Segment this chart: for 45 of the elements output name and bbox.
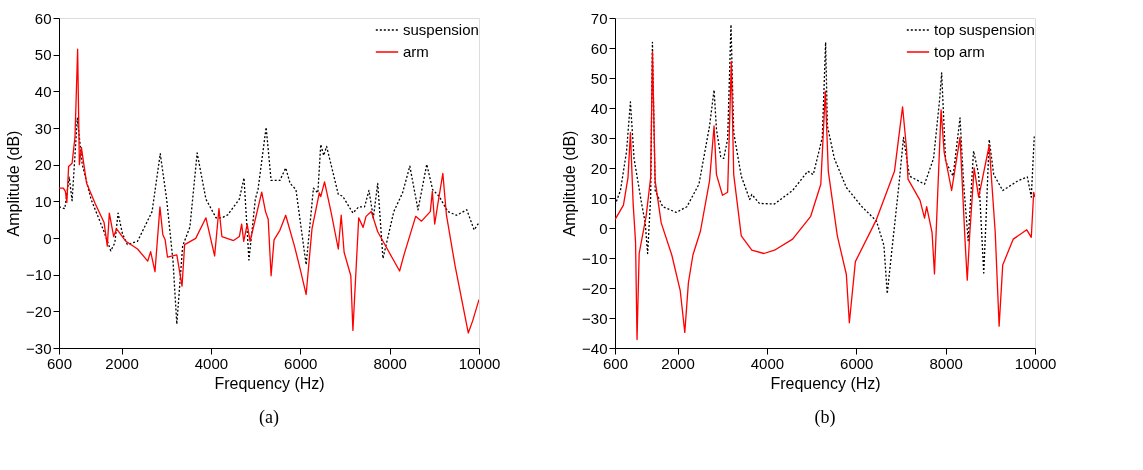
y-tick-label: 10 xyxy=(590,189,608,207)
y-tick-label: −10 xyxy=(582,249,608,267)
x-tick-label: 8000 xyxy=(929,354,963,372)
y-tick-label: 60 xyxy=(34,9,52,27)
y-tick-label: −20 xyxy=(26,302,52,320)
x-tick-label: 600 xyxy=(46,354,73,372)
y-tick-label: 30 xyxy=(34,119,52,137)
text: (a) xyxy=(259,407,279,428)
x-axis-title: Frequency (Hz) xyxy=(770,374,881,392)
x-tick-label: 6000 xyxy=(840,354,874,372)
y-tick-label: −30 xyxy=(582,309,608,327)
legend-label: top suspension xyxy=(934,21,1035,38)
x-tick-label: 6000 xyxy=(284,354,318,372)
text: (b) xyxy=(814,407,836,428)
legend-label: arm xyxy=(403,43,429,60)
y-tick-label: 50 xyxy=(590,69,608,87)
y-tick-label: 50 xyxy=(34,46,52,64)
legend-label: top arm xyxy=(934,43,985,60)
x-tick-label: 10000 xyxy=(1014,354,1057,372)
x-tick-label: 600 xyxy=(602,354,629,372)
y-tick-label: 40 xyxy=(34,82,52,100)
y-tick-label: 10 xyxy=(34,192,52,210)
x-tick-label: 4000 xyxy=(750,354,785,372)
y-axis-title: Amplitude (dB) xyxy=(5,130,23,237)
y-tick-label: −40 xyxy=(582,339,608,357)
y-axis-title: Amplitude (dB) xyxy=(561,130,579,237)
y-tick-label: 0 xyxy=(43,229,52,247)
y-tick-label: 20 xyxy=(34,156,52,174)
y-tick-label: −30 xyxy=(26,339,52,357)
x-tick-label: 10000 xyxy=(458,354,501,372)
x-axis-title: Frequency (Hz) xyxy=(214,374,325,392)
y-tick-label: 40 xyxy=(590,99,608,117)
x-tick-label: 2000 xyxy=(105,354,139,372)
x-tick-label: 8000 xyxy=(373,354,407,372)
y-tick-label: 60 xyxy=(590,39,608,57)
x-tick-label: 2000 xyxy=(661,354,695,372)
y-tick-label: −20 xyxy=(582,279,608,297)
y-tick-label: 70 xyxy=(590,9,608,27)
x-tick-label: 4000 xyxy=(194,354,229,372)
y-tick-label: −10 xyxy=(26,266,52,284)
line-series xyxy=(59,48,479,334)
legend-label: suspension xyxy=(403,21,479,38)
y-tick-label: 20 xyxy=(590,159,608,177)
y-tick-label: 30 xyxy=(590,129,608,147)
y-tick-label: 0 xyxy=(599,219,608,237)
